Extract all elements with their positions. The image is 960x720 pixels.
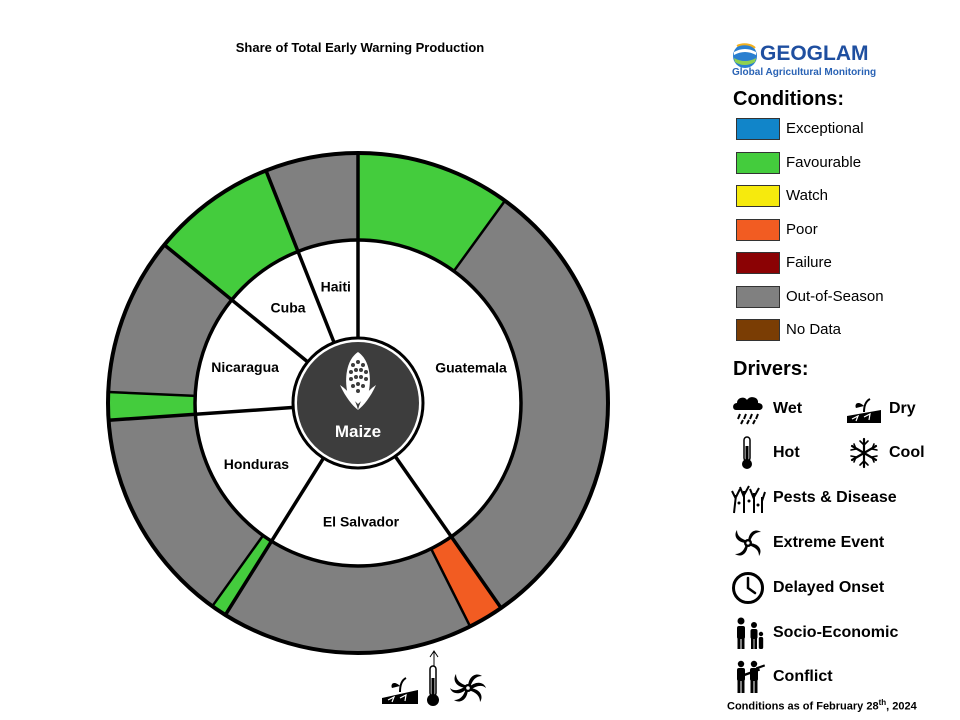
condition-divider xyxy=(429,548,472,628)
condition-divider xyxy=(108,413,196,422)
rain-cloud-icon xyxy=(733,397,763,425)
outer-ring-border xyxy=(106,151,610,655)
clock-icon xyxy=(732,572,764,604)
legend-label: Exceptional xyxy=(786,120,864,137)
extreme-event-icon xyxy=(450,674,486,702)
legend-label: Poor xyxy=(786,220,818,238)
center-label: Maize xyxy=(335,422,381,441)
chart-title: Share of Total Early Warning Production xyxy=(235,40,485,55)
inner-segment-haiti xyxy=(297,240,358,342)
outer-segment-guatemala-out-of-season xyxy=(451,200,609,608)
footnote-year: , 2024 xyxy=(886,700,917,713)
thermometer-icon xyxy=(427,665,439,706)
outer-segment-guatemala-favourable xyxy=(358,153,505,272)
logo-wordmark: GEOGLAM xyxy=(760,42,869,65)
segment-label-nicaragua: Nicaragua xyxy=(211,359,279,375)
legend-swatch xyxy=(736,319,780,341)
socio-economic-icon xyxy=(737,617,764,649)
outer-segment-el-salvador-poor xyxy=(431,536,502,627)
segment-label-haiti: Haiti xyxy=(321,279,351,295)
segment-labels: Guatemala El Salvador Honduras Nicaragua Cub… xyxy=(211,279,507,530)
dry-icon xyxy=(382,677,418,704)
legend-label: Out-of-Season xyxy=(786,287,884,305)
legend-label: Watch xyxy=(786,187,828,204)
segment-label-cuba: Cuba xyxy=(271,299,306,315)
condition-divider xyxy=(450,535,503,609)
outer-segment-honduras-favourable xyxy=(212,535,272,615)
inner-segment-guatemala xyxy=(358,240,521,537)
legend-label: No Data xyxy=(786,321,842,338)
driver-label: Socio-Economic xyxy=(773,624,899,641)
legend-swatch xyxy=(736,252,780,274)
outer-segment-honduras-out-of-season xyxy=(108,414,264,607)
footnote-ordinal: th xyxy=(878,698,887,707)
driver-label: Cool xyxy=(889,444,925,461)
legend-swatch xyxy=(736,185,780,207)
driver-label: Wet xyxy=(773,400,803,417)
condition-divider xyxy=(108,390,196,398)
segment-label-el-salvador: El Salvador xyxy=(323,513,400,529)
thermometer-icon xyxy=(742,436,752,469)
geoglam-logo: GEOGLAM Global Agricultural Monitoring xyxy=(730,40,930,82)
pests-disease-icon xyxy=(731,485,766,514)
driver-label: Delayed Onset xyxy=(773,579,885,596)
ring-boundaries xyxy=(106,151,610,655)
conflict-icon xyxy=(737,660,766,693)
dry-icon xyxy=(847,398,881,423)
driver-label: Hot xyxy=(773,444,800,461)
condition-divider xyxy=(264,170,300,252)
outer-segment-el-salvador-out-of-season xyxy=(225,541,471,653)
maize-cob-icon xyxy=(340,352,376,410)
driver-label: Pests & Disease xyxy=(773,489,897,506)
donut-chart: Guatemala El Salvador Honduras Nicaragua Cub… xyxy=(106,151,610,668)
condition-divider xyxy=(211,534,265,607)
snowflake-icon xyxy=(850,437,878,469)
driver-label: Conflict xyxy=(773,668,833,685)
driver-label: Extreme Event xyxy=(773,534,885,551)
conditions-date-footnote: Conditions as of February 28th, 2024 xyxy=(727,698,917,713)
inner-segment-el-salvador xyxy=(271,457,452,566)
outer-segment-nicaragua-favourable xyxy=(108,392,196,421)
legend-swatch xyxy=(736,218,780,241)
legend-swatch xyxy=(736,118,780,140)
center-hub: Maize xyxy=(291,336,425,470)
globe-icon xyxy=(733,43,757,68)
logo-subtitle: Global Agricultural Monitoring xyxy=(732,67,877,78)
condition-divider xyxy=(452,200,506,272)
condition-divider xyxy=(224,540,273,616)
driver-label: Dry xyxy=(889,400,916,417)
middle-ring-border xyxy=(193,238,523,568)
legend-swatch xyxy=(736,151,780,174)
condition-divider xyxy=(163,243,233,301)
conditions-heading: Conditions: xyxy=(733,88,845,110)
inner-segment-nicaragua xyxy=(195,299,307,415)
segment-label-honduras: Honduras xyxy=(224,456,290,472)
drivers-heading: Drivers: xyxy=(733,358,809,380)
legend-label: Favourable xyxy=(786,153,862,171)
legend-label: Failure xyxy=(786,254,832,271)
legend-swatch xyxy=(736,285,780,308)
footnote-prefix: Conditions as of February 28 xyxy=(727,700,879,713)
segment-label-guatemala: Guatemala xyxy=(435,359,507,375)
annotation-driver-icons xyxy=(380,650,490,712)
extreme-event-icon xyxy=(735,530,761,556)
